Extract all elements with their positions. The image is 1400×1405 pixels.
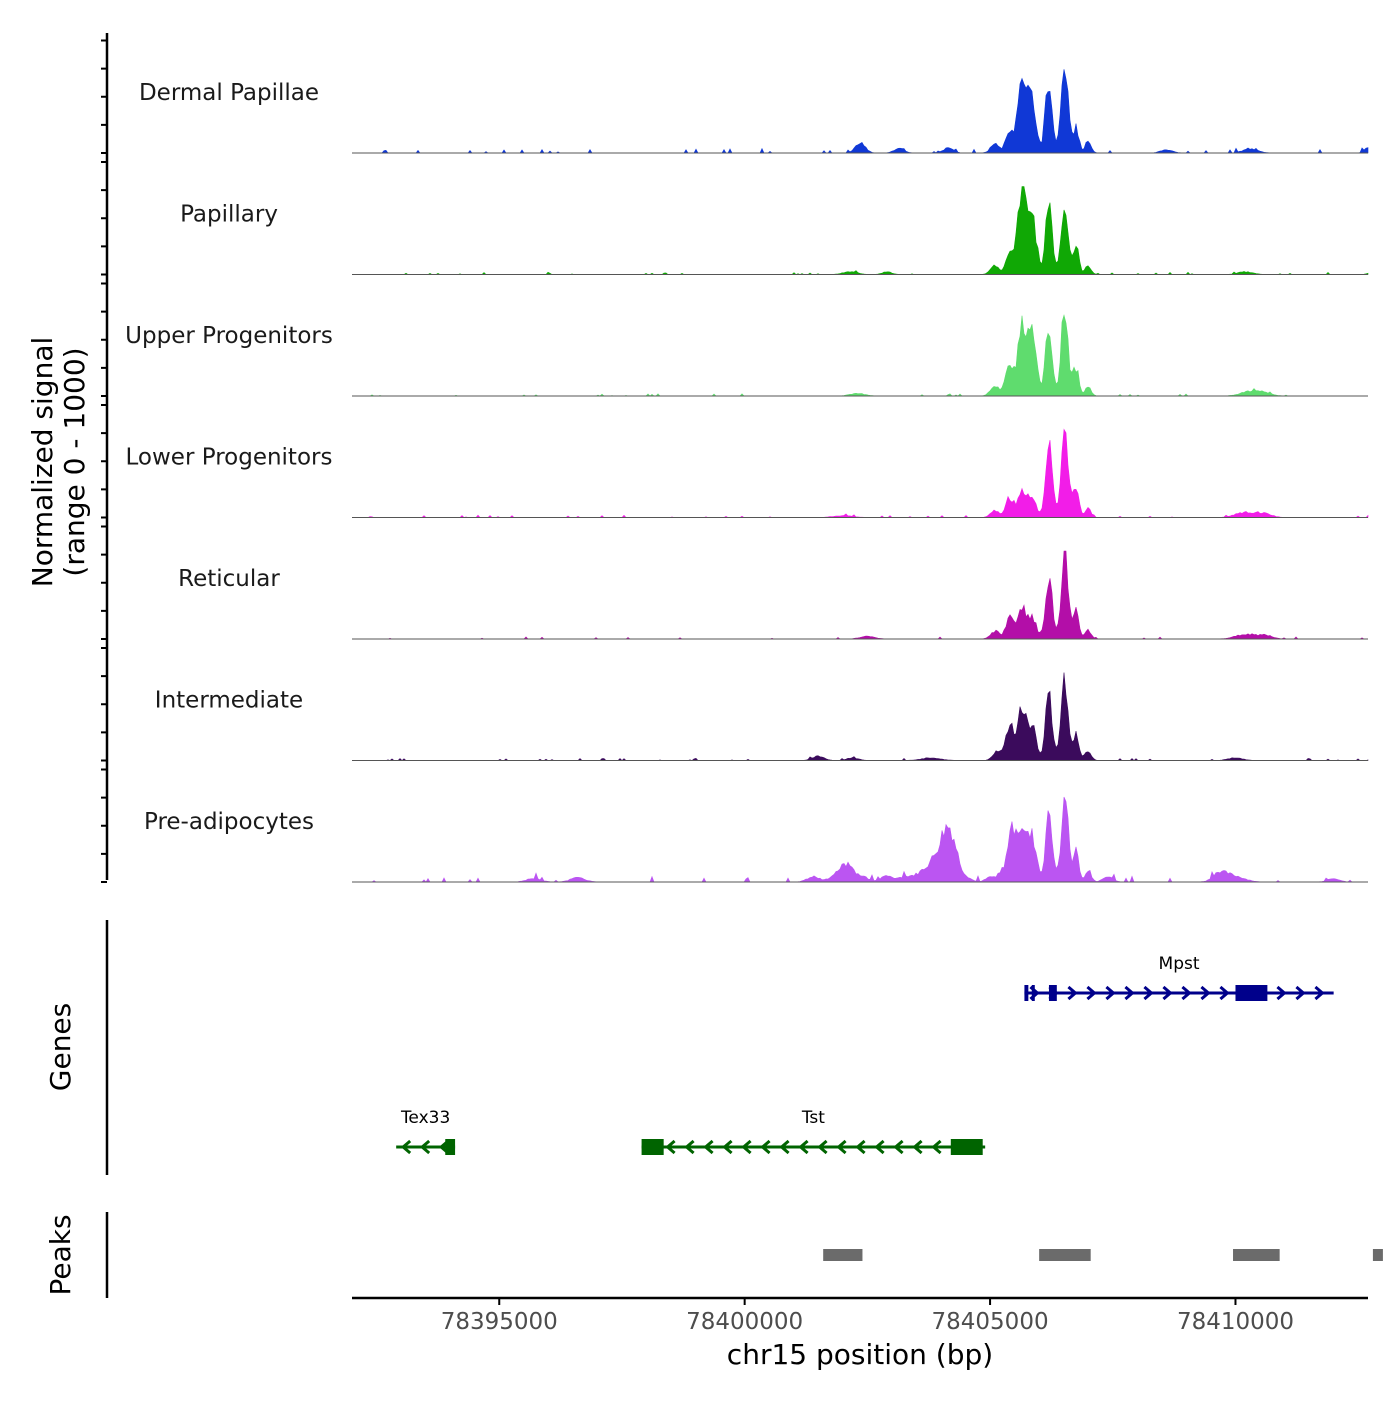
gene-label: Mpst [1159,954,1200,974]
track-intermediate: Intermediate [155,672,1369,761]
track-label: Reticular [178,566,280,592]
strand-arrow [400,1139,412,1155]
strand-arrow [722,1139,733,1155]
exon [1024,985,1029,1001]
strand-arrow [665,1139,676,1155]
exon [445,1139,456,1155]
coverage-y-axis-label-line2: (range 0 - 1000) [58,347,91,576]
gene-label: Tst [801,1108,825,1128]
exon [1235,985,1268,1001]
coverage-y-axis [101,33,109,883]
peaks-track [823,1249,1383,1261]
genes-axis-label: Genes [44,1003,77,1091]
strand-arrow [836,1139,847,1155]
x-tick-label: 78410000 [1177,1309,1294,1335]
gene-tex33: Tex33 [396,1108,456,1155]
peak-region [1233,1249,1280,1261]
coverage-area [352,186,1369,275]
track-pre-adipocytes: Pre-adipocytes [144,796,1368,883]
gene-mpst: Mpst [1024,954,1334,1001]
exon [1048,985,1057,1001]
strand-arrow [1181,985,1192,1001]
peak-region [823,1249,863,1261]
strand-arrow [1143,985,1154,1001]
genes-track: Mpst Tex33 Tst [396,954,1334,1155]
strand-arrow [1295,985,1306,1001]
strand-arrow [684,1139,695,1155]
coverage-area [352,796,1368,883]
strand-arrow [1086,985,1097,1001]
coverage-area [352,69,1369,154]
coverage-y-axis-label-line1: Normalized signal [26,337,59,588]
strand-arrow [760,1139,771,1155]
track-label: Lower Progenitors [126,445,333,471]
peak-region [1372,1249,1383,1261]
track-label: Upper Progenitors [125,323,333,349]
strand-arrow [1314,985,1325,1001]
strand-arrow [1124,985,1135,1001]
coverage-area [352,550,1368,640]
strand-arrow [1219,985,1230,1001]
strand-arrow [419,1139,431,1155]
strand-arrow [893,1139,904,1155]
track-lower-progenitors: Lower Progenitors [126,428,1369,518]
coverage-area [352,428,1369,518]
strand-arrow [1200,985,1211,1001]
track-label: Intermediate [155,688,303,714]
strand-arrow [817,1139,828,1155]
strand-arrow [855,1139,866,1155]
strand-arrow [912,1139,923,1155]
x-axis: 78395000 78400000 78405000 78410000 [352,1296,1368,1335]
track-label: Dermal Papillae [139,80,319,106]
exon [641,1139,664,1155]
track-papillary: Papillary [180,186,1369,275]
gene-label: Tex33 [400,1108,450,1128]
x-axis-label: chr15 position (bp) [727,1338,993,1371]
x-tick-label: 78400000 [686,1309,803,1335]
strand-arrow [703,1139,714,1155]
exon [950,1139,983,1155]
peaks-axis-label: Peaks [44,1214,77,1295]
strand-arrow [1105,985,1116,1001]
track-dermal-papillae: Dermal Papillae [139,69,1369,154]
coverage-area [352,314,1368,397]
x-tick-label: 78395000 [441,1309,558,1335]
peak-region [1039,1249,1091,1261]
coverage-tracks: Dermal Papillae Papillary Upper Progenitor… [125,69,1369,883]
x-tick-label: 78405000 [932,1309,1049,1335]
strand-arrow [798,1139,809,1155]
track-reticular: Reticular [178,550,1368,640]
strand-arrow [741,1139,752,1155]
strand-arrow [1067,985,1078,1001]
strand-arrow [931,1139,942,1155]
track-label: Papillary [180,202,278,228]
strand-arrow [874,1139,885,1155]
strand-arrow [1162,985,1173,1001]
strand-arrow [779,1139,790,1155]
exon [1031,985,1035,1001]
track-upper-progenitors: Upper Progenitors [125,314,1368,397]
strand-arrow [1276,985,1287,1001]
gene-tst: Tst [641,1108,986,1155]
coverage-area [352,672,1369,761]
track-label: Pre-adipocytes [144,809,314,835]
